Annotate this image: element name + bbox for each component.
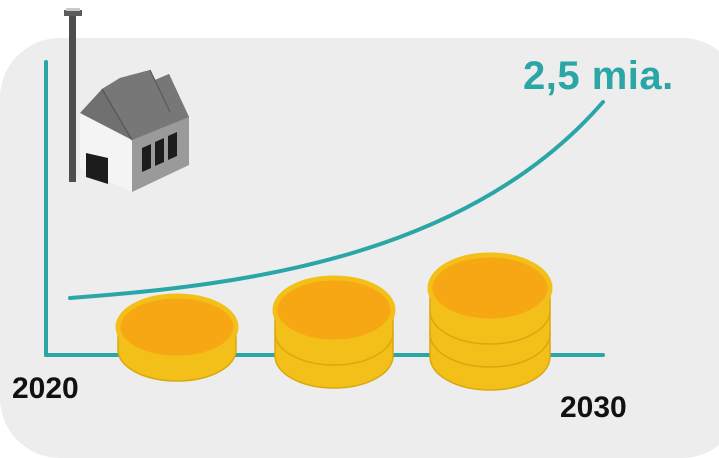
coin-stacks [115, 252, 553, 391]
coin-stack-icon [427, 252, 553, 391]
coin-stack-icon [115, 293, 239, 382]
end-value-label: 2,5 mia. [523, 54, 674, 98]
start-year-label: 2020 [12, 372, 79, 405]
factory-icon [64, 8, 189, 192]
end-year-label: 2030 [560, 391, 627, 424]
growth-illustration [44, 8, 605, 391]
coin-stack-icon [272, 275, 396, 389]
growth-curve [68, 100, 605, 300]
